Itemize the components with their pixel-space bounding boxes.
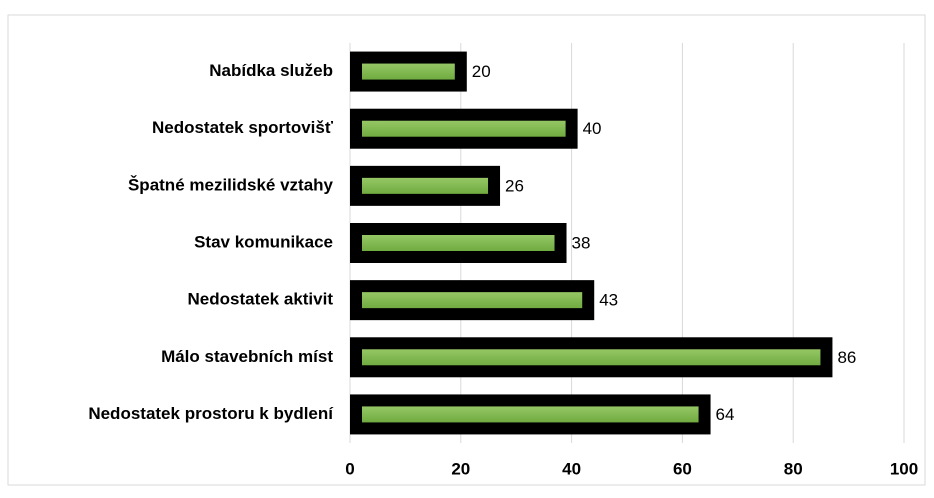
x-tick-label: 40 <box>562 459 581 478</box>
value-label: 40 <box>583 119 602 138</box>
y-tick-label: Nabídka služeb <box>209 61 333 80</box>
y-tick-label: Nedostatek sportovišť <box>152 118 334 137</box>
bar <box>350 394 711 435</box>
x-tick-label: 100 <box>890 459 918 478</box>
bar <box>350 280 595 321</box>
bar <box>350 337 833 378</box>
x-tick-label: 20 <box>451 459 470 478</box>
bar <box>350 165 501 206</box>
y-tick-label: Málo stavebních míst <box>161 347 333 366</box>
y-tick-label: Nedostatek aktivit <box>188 290 334 309</box>
value-label: 26 <box>505 176 524 195</box>
x-tick-label: 80 <box>784 459 803 478</box>
y-tick-label: Nedostatek prostoru k bydlení <box>88 404 334 423</box>
bar <box>350 108 578 149</box>
bar <box>350 223 567 263</box>
y-tick-label: Špatné mezilidské vztahy <box>128 175 334 194</box>
value-label: 86 <box>837 348 856 367</box>
value-label: 20 <box>472 62 491 81</box>
x-tick-label: 60 <box>673 459 692 478</box>
x-tick-label: 0 <box>345 459 354 478</box>
value-label: 43 <box>599 291 618 310</box>
value-label: 38 <box>572 233 591 252</box>
y-tick-label: Stav komunikace <box>194 232 333 251</box>
bar <box>350 51 467 92</box>
value-label: 64 <box>716 405 735 424</box>
